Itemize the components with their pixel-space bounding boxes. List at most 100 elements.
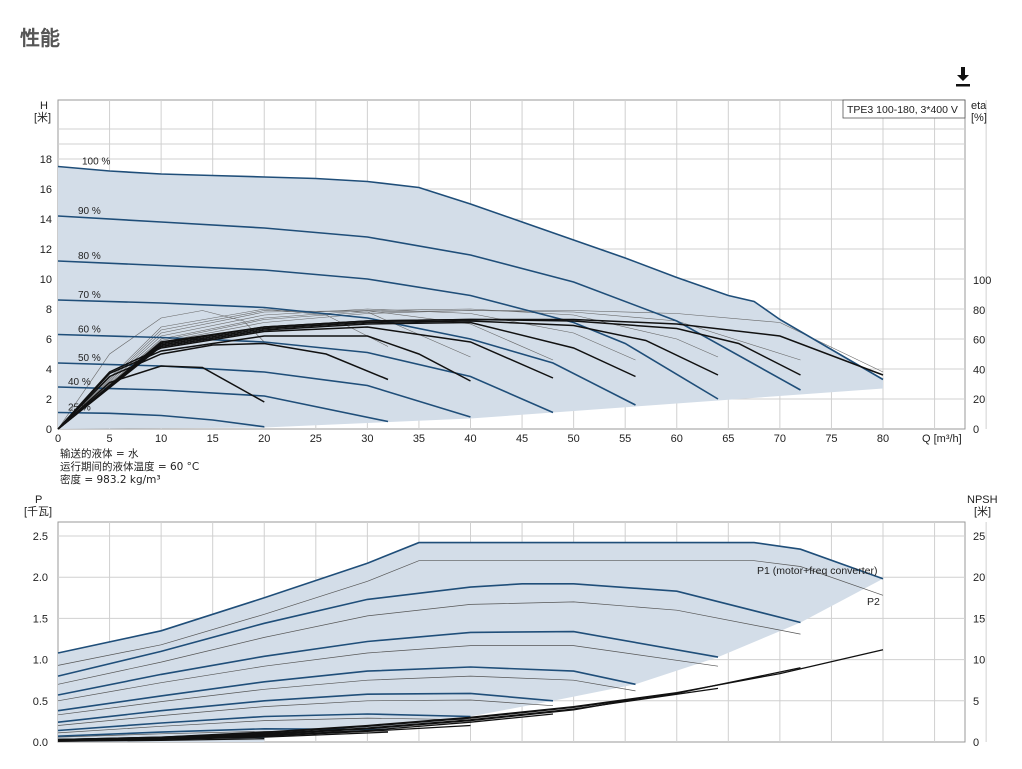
top-eta-thin-curve xyxy=(57,310,801,430)
bottom-operating-envelope xyxy=(58,542,883,742)
top-xtick-label: 5 xyxy=(107,433,113,445)
top-y2tick-label: 80 xyxy=(973,305,985,317)
p2-curve xyxy=(57,675,636,716)
top-ytick-label: 18 xyxy=(40,154,52,166)
top-xtick-label: 35 xyxy=(413,433,425,445)
eta-curve xyxy=(57,342,389,430)
head-curve xyxy=(57,299,636,406)
bottom-ytick-label: 2.0 xyxy=(33,572,48,584)
bottom-ytick-label: 0.5 xyxy=(33,696,48,708)
head-curve-label: 90 % xyxy=(78,206,101,217)
eta-curve xyxy=(57,318,884,430)
p2-series-label: P2 xyxy=(867,596,880,608)
bottom-y2tick-label: 0 xyxy=(973,737,979,749)
p1-curve xyxy=(57,666,636,712)
top-ylabel-unit: [米] xyxy=(34,111,51,124)
head-curve xyxy=(57,215,801,391)
top-eta-thin-curve xyxy=(57,308,719,430)
top-title-box xyxy=(842,99,966,119)
head-curve-label: 70 % xyxy=(78,290,101,301)
top-operating-envelope xyxy=(58,166,883,429)
top-ytick-label: 2 xyxy=(46,394,52,406)
top-xtick-label: 50 xyxy=(568,433,580,445)
bottom-ytick-label: 1.0 xyxy=(33,655,48,667)
head-curve xyxy=(57,333,554,414)
eta-curve xyxy=(57,365,265,430)
p1-curve xyxy=(57,692,554,723)
top-xtick-label: 25 xyxy=(310,433,322,445)
eta-curve xyxy=(57,320,719,430)
top-eta-thin-curve xyxy=(57,310,471,430)
bottom-ylabel-unit: [千瓦] xyxy=(24,505,52,518)
top-xtick-label: 40 xyxy=(464,433,476,445)
top-xtick-label: 15 xyxy=(207,433,219,445)
top-ytick-label: 16 xyxy=(40,184,52,196)
head-curve xyxy=(57,411,265,428)
top-ytick-label: 8 xyxy=(46,304,52,316)
p2-curve xyxy=(57,717,471,734)
eta-curve xyxy=(57,326,554,430)
top-ytick-label: 14 xyxy=(40,214,52,226)
top-ytick-label: 4 xyxy=(46,364,52,376)
top-xtick-label: 30 xyxy=(361,433,373,445)
head-curve-label: 100 % xyxy=(82,157,110,168)
top-eta-thin-curve xyxy=(57,310,265,430)
bottom-y2tick-label: 15 xyxy=(973,613,985,625)
bottom-ytick-label: 2.5 xyxy=(33,531,48,543)
bottom-ytick-label: 1.5 xyxy=(33,613,48,625)
page-title: 性能 xyxy=(20,26,60,50)
p2-curve xyxy=(57,560,884,666)
top-ylabel: H xyxy=(40,100,48,112)
top-ytick-label: 12 xyxy=(40,244,52,256)
top-xtick-label: 55 xyxy=(619,433,631,445)
p1-curve xyxy=(57,583,801,677)
npsh-curve xyxy=(57,738,265,742)
head-curve xyxy=(57,362,471,418)
npsh-curve xyxy=(57,698,636,742)
top-xtick-label: 10 xyxy=(155,433,167,445)
bottom-y2label-unit: [米] xyxy=(974,505,991,518)
bottom-ylabel: P xyxy=(35,494,42,506)
p2-curve xyxy=(57,645,719,702)
top-ytick-label: 0 xyxy=(46,424,52,436)
top-chart-title: TPE3 100-180, 3*400 V xyxy=(847,104,958,116)
top-y2label: eta xyxy=(971,100,987,112)
top-xtick-label: 20 xyxy=(258,433,270,445)
bottom-y2label: NPSH xyxy=(967,494,998,506)
top-y2tick-label: 0 xyxy=(973,424,979,436)
top-xtick-label: 45 xyxy=(516,433,528,445)
top-y2tick-label: 100 xyxy=(973,275,991,287)
head-curve-label: 40 % xyxy=(68,377,91,388)
note-temperature: 运行期间的液体温度 = 60 °C xyxy=(60,461,200,473)
top-y2tick-label: 60 xyxy=(973,335,985,347)
top-xtick-label: 80 xyxy=(877,433,889,445)
head-curve-label: 60 % xyxy=(78,325,101,336)
head-curve xyxy=(57,165,884,381)
eta-curve xyxy=(57,321,636,430)
p1-curve xyxy=(57,630,719,696)
note-density: 密度 = 983.2 kg/m³ xyxy=(60,474,161,486)
npsh-curve xyxy=(57,667,801,741)
p2-curve xyxy=(57,601,801,685)
bottom-y2tick-label: 5 xyxy=(973,696,979,708)
npsh-curve xyxy=(57,724,471,742)
top-y2label-unit: [%] xyxy=(971,112,987,124)
bottom-ytick-label: 0.0 xyxy=(33,737,48,749)
p2-curve xyxy=(57,699,554,726)
top-eta-thin-curve xyxy=(57,308,636,430)
note-liquid: 输送的液体 = 水 xyxy=(60,448,139,460)
download-icon[interactable] xyxy=(954,66,972,88)
head-curve-label: 50 % xyxy=(78,353,101,364)
head-curve-label: 80 % xyxy=(78,251,101,262)
p1-series-label: P1 (motor+freq converter) xyxy=(757,565,878,577)
bottom-y2tick-label: 10 xyxy=(973,655,985,667)
top-xtick-label: 65 xyxy=(722,433,734,445)
top-xtick-label: 0 xyxy=(55,433,61,445)
p1-curve xyxy=(57,713,471,732)
top-eta-thin-curve xyxy=(57,310,884,430)
bottom-y2tick-label: 20 xyxy=(973,572,985,584)
top-ytick-label: 6 xyxy=(46,334,52,346)
top-xtick-label: 70 xyxy=(774,433,786,445)
top-xtick-label: 60 xyxy=(671,433,683,445)
